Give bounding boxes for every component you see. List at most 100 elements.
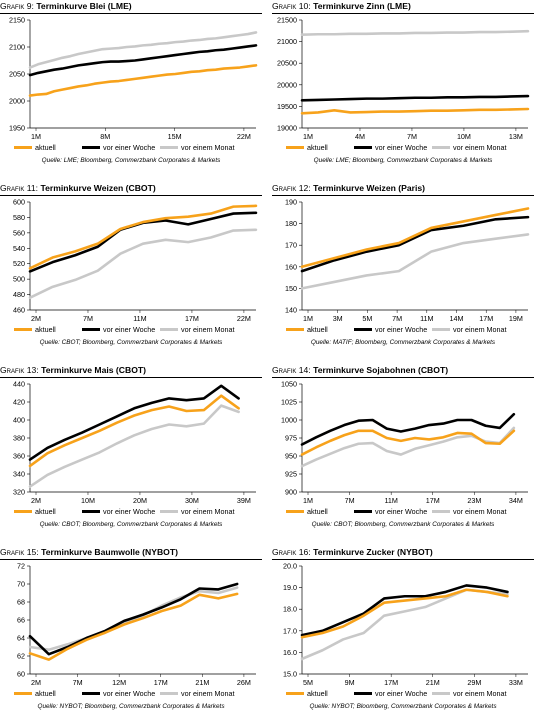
- panel-title: Grafik 13: Terminkurve Mais (CBOT): [0, 364, 262, 378]
- source-note: Quelle: LME; Bloomberg, Commerzbank Corp…: [41, 157, 221, 164]
- x-tick-label: 4M: [355, 132, 365, 141]
- chart-panel-12: Grafik 12: Terminkurve Weizen (Paris) 14…: [272, 182, 534, 354]
- legend-label: vor einem Monat: [453, 507, 507, 516]
- line-chart: 19000 19500 20000 20500 21000 21500 1M 4M 7M 10M 1…: [277, 16, 530, 152]
- y-tick-label: 180: [285, 219, 297, 228]
- y-tick-label: 60: [17, 670, 25, 679]
- legend-label: aktuell: [307, 325, 328, 334]
- x-tick-label: 7M: [392, 314, 402, 323]
- y-tick-label: 20000: [277, 80, 297, 89]
- legend-label: aktuell: [307, 689, 328, 698]
- legend-label: vor einem Monat: [453, 325, 507, 334]
- chart-area: 15.0 16.0 17.0 18.0 19.0 20.0 5M 9M 17M 21M 29M 33M…: [272, 562, 534, 700]
- series-line-aktuell: [28, 394, 240, 468]
- legend-label: vor einem Monat: [181, 507, 235, 516]
- legend-label: vor einer Woche: [103, 689, 155, 698]
- series-line-aktuell: [28, 64, 258, 97]
- y-tick-label: 190: [285, 198, 297, 207]
- series-line-vor-einer-woche: [300, 215, 530, 273]
- y-tick-label: 16.0: [283, 648, 297, 657]
- x-tick-label: 33M: [509, 678, 523, 687]
- x-tick-label: 17M: [154, 678, 168, 687]
- y-tick-label: 18.0: [283, 605, 297, 614]
- panel-title: Grafik 16: Terminkurve Zucker (NYBOT): [272, 546, 534, 560]
- legend-label: vor einem Monat: [181, 143, 235, 152]
- panel-title: Grafik 12: Terminkurve Weizen (Paris): [272, 182, 534, 196]
- legend-label: aktuell: [35, 507, 56, 516]
- series-line-vor-einem-monat: [28, 404, 240, 488]
- x-tick-label: 22M: [237, 132, 251, 141]
- y-tick-label: 320: [13, 488, 25, 497]
- chart-area: 60 62 64 66 68 70 72 2M 7M 12M 17M 21M 26M aktuell vor…: [0, 562, 262, 700]
- chart-panel-11: Grafik 11: Terminkurve Weizen (CBOT) 460…: [0, 182, 262, 354]
- line-chart: 460 480 500 520 540 560 580 600 2M 7M 11M 17M 22M akt…: [13, 198, 258, 334]
- y-tick-label: 340: [13, 470, 25, 479]
- x-tick-label: 11M: [133, 314, 146, 323]
- chart-area: 1950 2000 2050 2100 2150 1M 8M 15M 22M aktuell vor…: [0, 16, 262, 154]
- x-tick-label: 15M: [168, 132, 182, 141]
- legend-label: vor einem Monat: [453, 689, 507, 698]
- chart-panel-16: Grafik 16: Terminkurve Zucker (NYBOT) 15…: [272, 546, 534, 718]
- panel-title: Grafik 9: Terminkurve Blei (LME): [0, 0, 262, 14]
- legend-label: vor einer Woche: [103, 507, 155, 516]
- y-tick-label: 560: [13, 228, 25, 237]
- series-line-vor-einem-monat: [300, 426, 516, 468]
- y-tick-label: 66: [17, 616, 25, 625]
- y-tick-label: 140: [285, 306, 297, 315]
- x-tick-label: 7M: [407, 132, 417, 141]
- series-line-vor-einem-monat: [28, 31, 258, 69]
- legend-label: vor einem Monat: [181, 325, 235, 334]
- x-tick-label: 1M: [303, 496, 313, 505]
- x-tick-label: 2M: [31, 678, 41, 687]
- x-tick-label: 10M: [81, 496, 95, 505]
- y-tick-label: 460: [13, 306, 25, 315]
- y-tick-label: 2150: [9, 16, 25, 25]
- x-tick-label: 7M: [73, 678, 83, 687]
- panel-title: Grafik 15: Terminkurve Baumwolle (NYBOT): [0, 546, 262, 560]
- y-tick-label: 520: [13, 259, 25, 268]
- series-line-vor-einer-woche: [300, 412, 516, 446]
- y-tick-label: 150: [285, 284, 297, 293]
- y-tick-label: 19.0: [283, 583, 297, 592]
- y-tick-label: 64: [17, 634, 25, 643]
- y-tick-label: 72: [17, 562, 25, 571]
- legend-label: vor einer Woche: [375, 143, 427, 152]
- y-tick-label: 160: [285, 262, 297, 271]
- series-line-vor-einer-woche: [28, 44, 258, 77]
- source-note: Quelle: MATIF; Bloomberg, Commerzbank Co…: [310, 339, 496, 346]
- line-chart: 320 340 360 380 400 420 440 2M 10M 20M 30M 39M aktue…: [13, 380, 256, 516]
- x-tick-label: 5M: [303, 678, 313, 687]
- series-line-aktuell: [300, 588, 509, 639]
- x-tick-label: 34M: [509, 496, 523, 505]
- y-tick-label: 380: [13, 434, 25, 443]
- series-line-aktuell: [300, 107, 530, 115]
- line-chart: 60 62 64 66 68 70 72 2M 7M 12M 17M 21M 26M aktuell vor…: [14, 562, 256, 698]
- x-tick-label: 13M: [509, 132, 523, 141]
- panel-title: Grafik 11: Terminkurve Weizen (CBOT): [0, 182, 262, 196]
- x-tick-label: 7M: [345, 496, 355, 505]
- x-tick-label: 2M: [31, 314, 41, 323]
- x-tick-label: 1M: [303, 132, 313, 141]
- line-chart: 15.0 16.0 17.0 18.0 19.0 20.0 5M 9M 17M 21M 29M 33M…: [283, 562, 528, 698]
- y-tick-label: 500: [13, 275, 25, 284]
- x-tick-label: 5M: [362, 314, 372, 323]
- line-chart: 140 150 160 170 180 190 1M 3M 5M 7M 11M 14M 17M 19M ak…: [285, 198, 530, 334]
- y-tick-label: 17.0: [283, 626, 297, 635]
- series-line-aktuell: [300, 429, 516, 456]
- y-tick-label: 2000: [9, 97, 25, 106]
- legend-label: vor einem Monat: [453, 143, 507, 152]
- y-tick-label: 950: [285, 452, 297, 461]
- source-note: Quelle: CBOT; Bloomberg, Commerzbank Cor…: [39, 339, 223, 346]
- legend-label: aktuell: [307, 507, 328, 516]
- series-line-vor-einem-monat: [300, 233, 530, 290]
- y-tick-label: 1025: [281, 398, 297, 407]
- panel-title: Grafik 14: Terminkurve Sojabohnen (CBOT): [272, 364, 534, 378]
- x-tick-label: 26M: [237, 678, 251, 687]
- x-tick-label: 21M: [195, 678, 209, 687]
- x-tick-label: 8M: [100, 132, 110, 141]
- y-tick-label: 15.0: [283, 670, 297, 679]
- legend-label: vor einer Woche: [375, 325, 427, 334]
- x-tick-label: 17M: [479, 314, 493, 323]
- y-tick-label: 68: [17, 598, 25, 607]
- legend-label: vor einer Woche: [375, 689, 427, 698]
